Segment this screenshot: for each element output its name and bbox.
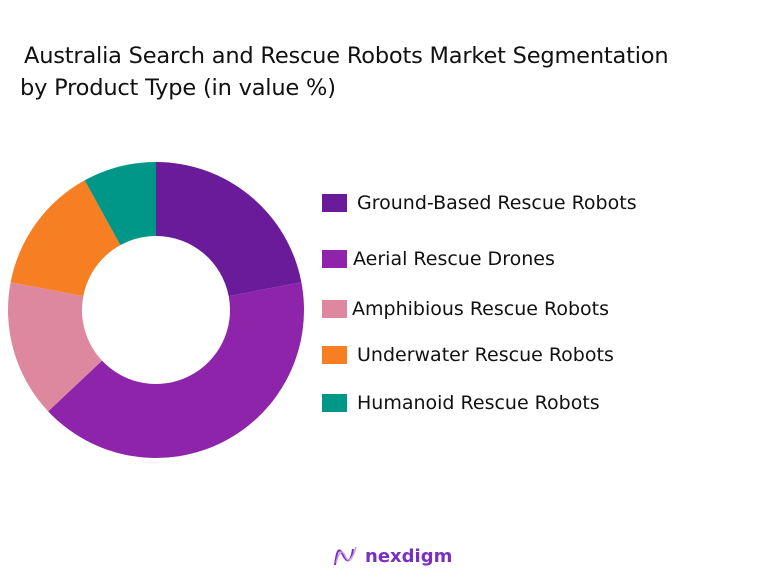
donut-slice-underwater-rescue-robots: [10, 180, 121, 297]
chart-title: Australia Search and Rescue Robots Marke…: [20, 40, 760, 104]
legend-swatch: [322, 250, 347, 268]
legend-label: Underwater Rescue Robots: [357, 344, 614, 366]
chart-title-line1: Australia Search and Rescue Robots Marke…: [24, 43, 669, 69]
legend-item-ground-based: Ground-Based Rescue Robots: [322, 192, 637, 214]
legend-item-amphibious: Amphibious Rescue Robots: [322, 298, 609, 320]
legend-label: Ground-Based Rescue Robots: [357, 192, 637, 214]
legend-label: Amphibious Rescue Robots: [352, 298, 609, 320]
donut-slice-ground-based-rescue-robots: [156, 162, 302, 297]
donut-slice-humanoid-rescue-robots: [84, 162, 156, 246]
legend-item-humanoid: Humanoid Rescue Robots: [322, 392, 600, 414]
donut-slice-amphibious-rescue-robots: [7, 282, 103, 412]
nexdigm-logo-icon: [334, 546, 357, 566]
legend-swatch: [322, 194, 347, 212]
brand-logo: nexdigm: [333, 545, 452, 567]
legend-swatch: [322, 346, 347, 364]
donut-slice-aerial-rescue-drones: [48, 282, 305, 459]
legend-label: Aerial Rescue Drones: [353, 248, 555, 270]
chart-title-line2: by Product Type (in value %): [20, 75, 336, 101]
legend-swatch: [322, 300, 347, 318]
donut-chart: [7, 162, 305, 459]
legend-label: Humanoid Rescue Robots: [357, 392, 600, 414]
legend-item-aerial: Aerial Rescue Drones: [322, 248, 555, 270]
brand-name: nexdigm: [365, 545, 453, 567]
legend-item-underwater: Underwater Rescue Robots: [322, 344, 614, 366]
legend-swatch: [322, 394, 347, 412]
